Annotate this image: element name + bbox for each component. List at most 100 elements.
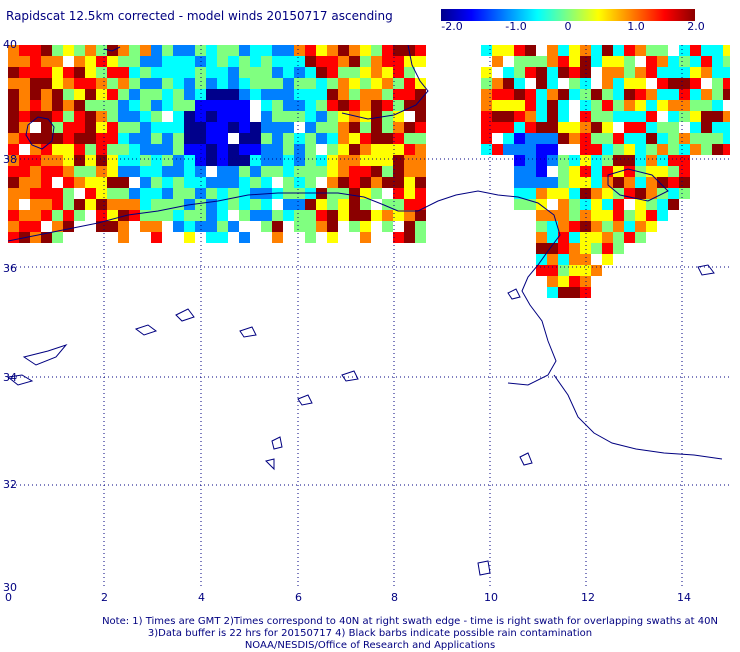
- wind-cell: [591, 100, 602, 111]
- wind-cell: [536, 210, 547, 221]
- wind-cell: [349, 199, 360, 210]
- wind-cell: [481, 122, 492, 133]
- wind-cell: [569, 45, 580, 56]
- wind-cell: [162, 166, 173, 177]
- wind-cell: [525, 89, 536, 100]
- wind-cell: [514, 122, 525, 133]
- wind-cell: [580, 287, 591, 298]
- wind-cell: [118, 67, 129, 78]
- wind-cell: [679, 100, 690, 111]
- wind-cell: [536, 166, 547, 177]
- wind-cell: [140, 188, 151, 199]
- wind-cell: [118, 155, 129, 166]
- wind-cell: [668, 144, 679, 155]
- wind-cell: [525, 166, 536, 177]
- wind-cell: [624, 111, 635, 122]
- wind-cell: [195, 210, 206, 221]
- wind-cell: [63, 67, 74, 78]
- wind-cell: [360, 199, 371, 210]
- wind-cell: [52, 166, 63, 177]
- wind-cell: [349, 67, 360, 78]
- wind-cell: [228, 67, 239, 78]
- wind-cell: [107, 166, 118, 177]
- wind-cell: [52, 155, 63, 166]
- wind-cell: [151, 177, 162, 188]
- wind-cell: [41, 122, 52, 133]
- wind-cell: [19, 155, 30, 166]
- wind-cell: [657, 56, 668, 67]
- wind-cell: [679, 89, 690, 100]
- wind-cell: [52, 232, 63, 243]
- wind-cell: [19, 78, 30, 89]
- wind-cell: [173, 221, 184, 232]
- wind-cell: [712, 111, 723, 122]
- wind-cell: [360, 144, 371, 155]
- wind-cell: [393, 45, 404, 56]
- wind-cell: [679, 177, 690, 188]
- wind-cell: [415, 100, 426, 111]
- wind-cell: [558, 122, 569, 133]
- wind-cell: [52, 56, 63, 67]
- wind-cell: [305, 232, 316, 243]
- wind-cell: [349, 111, 360, 122]
- wind-cell: [624, 133, 635, 144]
- wind-cell: [404, 67, 415, 78]
- wind-cell: [591, 155, 602, 166]
- wind-cell: [129, 78, 140, 89]
- wind-cell: [547, 56, 558, 67]
- wind-cell: [602, 67, 613, 78]
- wind-cell: [140, 67, 151, 78]
- wind-cell: [723, 144, 730, 155]
- wind-cell: [492, 45, 503, 56]
- wind-cell: [184, 100, 195, 111]
- wind-cell: [404, 155, 415, 166]
- wind-cell: [536, 89, 547, 100]
- wind-cell: [327, 199, 338, 210]
- wind-cell: [360, 45, 371, 56]
- wind-cell: [74, 111, 85, 122]
- wind-cell: [261, 133, 272, 144]
- wind-cell: [162, 122, 173, 133]
- wind-cell: [635, 78, 646, 89]
- wind-cell: [360, 89, 371, 100]
- wind-cell: [712, 100, 723, 111]
- wind-cell: [30, 199, 41, 210]
- wind-cell: [679, 111, 690, 122]
- wind-cell: [96, 133, 107, 144]
- wind-cell: [558, 287, 569, 298]
- wind-cell: [327, 78, 338, 89]
- wind-cell: [635, 232, 646, 243]
- wind-cell: [41, 67, 52, 78]
- wind-cell: [371, 111, 382, 122]
- wind-cell: [283, 78, 294, 89]
- wind-cell: [52, 111, 63, 122]
- wind-cell: [305, 67, 316, 78]
- wind-cell: [404, 177, 415, 188]
- wind-cell: [305, 122, 316, 133]
- wind-cell: [96, 210, 107, 221]
- wind-cell: [151, 45, 162, 56]
- wind-cell: [657, 133, 668, 144]
- wind-cell: [206, 67, 217, 78]
- wind-cell: [327, 100, 338, 111]
- wind-cell: [250, 155, 261, 166]
- wind-cell: [52, 78, 63, 89]
- wind-cell: [217, 133, 228, 144]
- wind-cell: [657, 177, 668, 188]
- wind-cell: [74, 166, 85, 177]
- wind-cell: [602, 111, 613, 122]
- wind-cell: [206, 232, 217, 243]
- wind-cell: [679, 45, 690, 56]
- wind-cell: [63, 122, 74, 133]
- wind-cell: [415, 177, 426, 188]
- wind-cell: [239, 56, 250, 67]
- wind-cell: [536, 133, 547, 144]
- wind-cell: [261, 67, 272, 78]
- wind-cell: [52, 221, 63, 232]
- wind-cell: [382, 133, 393, 144]
- wind-cell: [19, 56, 30, 67]
- wind-cell: [63, 221, 74, 232]
- wind-cell: [140, 111, 151, 122]
- wind-cell: [294, 45, 305, 56]
- wind-cell: [569, 210, 580, 221]
